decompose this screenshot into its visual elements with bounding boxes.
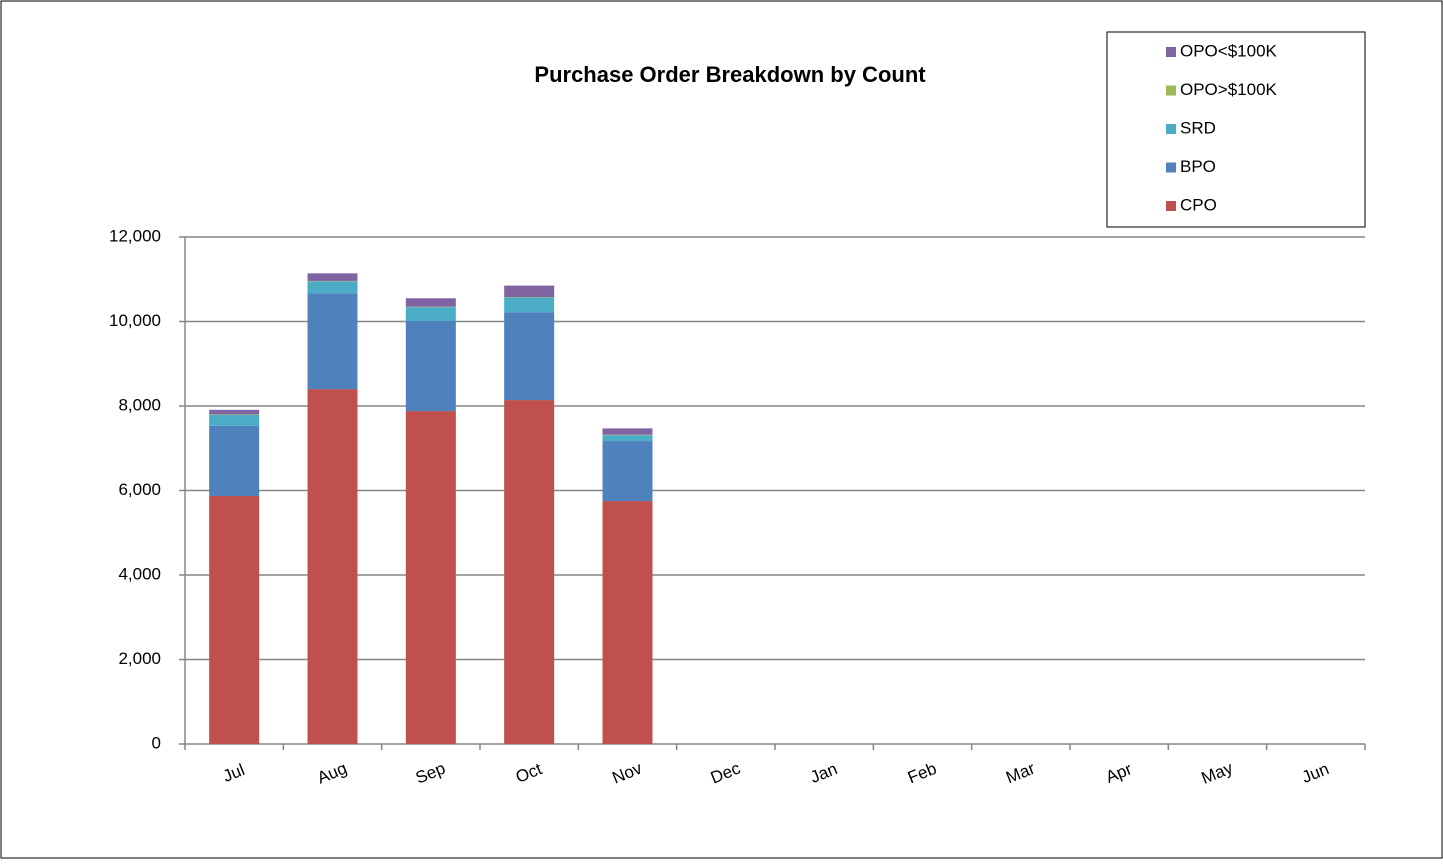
bar-segment bbox=[209, 426, 259, 496]
bar-segment bbox=[406, 411, 456, 744]
bar-segment bbox=[603, 441, 653, 501]
bar-segment bbox=[308, 273, 358, 281]
legend-box bbox=[1107, 32, 1365, 227]
legend-label: OPO<$100K bbox=[1180, 41, 1278, 60]
legend-swatch bbox=[1166, 201, 1176, 211]
bar-segment bbox=[504, 312, 554, 400]
chart-title: Purchase Order Breakdown by Count bbox=[534, 62, 926, 87]
y-tick-label: 10,000 bbox=[109, 311, 161, 330]
bar-segment bbox=[209, 410, 259, 415]
y-tick-label: 8,000 bbox=[118, 395, 161, 414]
legend-swatch bbox=[1166, 86, 1176, 96]
bar-segment bbox=[308, 281, 358, 293]
legend-label: SRD bbox=[1180, 118, 1216, 137]
bar-segment bbox=[603, 435, 653, 441]
legend-label: CPO bbox=[1180, 195, 1217, 214]
legend-swatch bbox=[1166, 163, 1176, 173]
y-tick-label: 12,000 bbox=[109, 226, 161, 245]
y-tick-label: 2,000 bbox=[118, 649, 161, 668]
legend-swatch bbox=[1166, 47, 1176, 57]
y-tick-label: 6,000 bbox=[118, 480, 161, 499]
legend-label: BPO bbox=[1180, 157, 1216, 176]
y-tick-label: 4,000 bbox=[118, 564, 161, 583]
bar-segment bbox=[308, 389, 358, 744]
bar-segment bbox=[308, 293, 358, 389]
bar-segment bbox=[504, 286, 554, 297]
bar-segment bbox=[504, 400, 554, 744]
bar-segment bbox=[603, 501, 653, 744]
bar-segment bbox=[209, 496, 259, 744]
legend-label: OPO>$100K bbox=[1180, 80, 1278, 99]
bar-segment bbox=[406, 307, 456, 321]
bar-segment bbox=[406, 321, 456, 411]
y-tick-label: 0 bbox=[152, 733, 161, 752]
bar-segment bbox=[406, 298, 456, 306]
legend-swatch bbox=[1166, 124, 1176, 134]
bar-segment bbox=[603, 428, 653, 434]
bar-segment bbox=[504, 297, 554, 312]
bar-segment bbox=[209, 415, 259, 426]
